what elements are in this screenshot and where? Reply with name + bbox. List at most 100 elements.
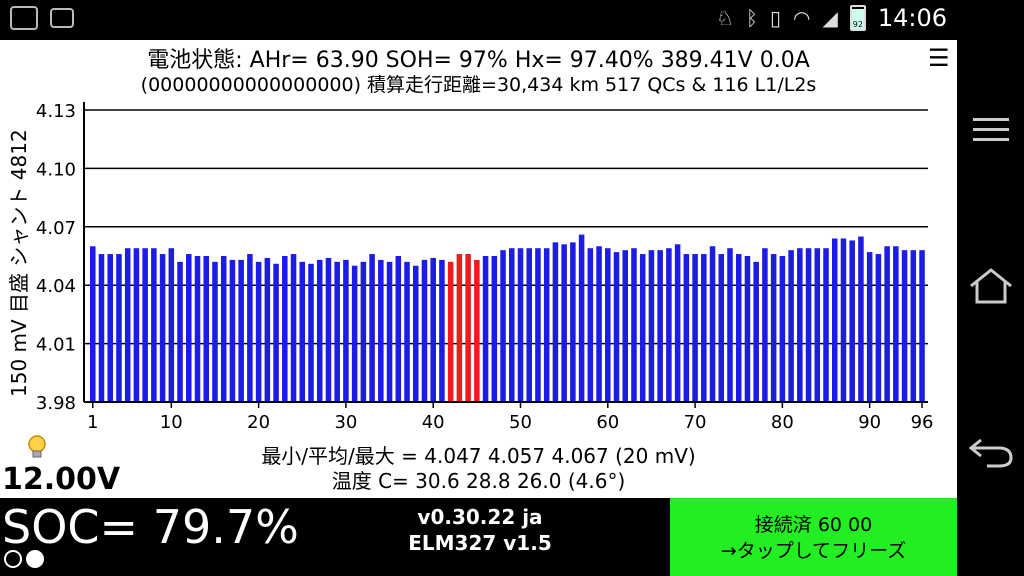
connect-freeze-button[interactable]: 接続済 60 00 →タップしてフリーズ	[670, 498, 957, 576]
cell-bar	[919, 250, 925, 402]
cell-bar	[177, 261, 183, 402]
cell-bar	[570, 242, 576, 402]
cell-bar	[683, 254, 690, 402]
cell-bar	[648, 250, 655, 402]
x-tick-label: 1	[87, 412, 98, 433]
cell-bar	[866, 252, 873, 402]
page-indicator[interactable]	[4, 550, 44, 568]
cell-bar	[447, 261, 454, 402]
cell-bar	[666, 248, 672, 402]
cell-bar	[779, 256, 786, 402]
y-tick-label: 4.04	[36, 276, 76, 297]
y-tick-label: 3.98	[36, 393, 76, 414]
x-tick-label: 96	[911, 412, 934, 433]
nfc-icon: ▯	[769, 6, 781, 30]
cell-voltage-chart: 3.98 4.01 4.04 4.07 4.10 4.13 1 10 20 30 40 50 60 70…	[36, 101, 934, 433]
odometer-line: (00000000000000000) 積算走行距離=30,434 km 517…	[140, 74, 817, 96]
chart-bars	[90, 234, 925, 402]
page-dot-inactive[interactable]	[4, 550, 22, 568]
app-version: v0.30.22 ja	[417, 505, 543, 529]
x-axis-ticks: 1 10 20 30 40 50 60 70 80 90 96	[87, 402, 933, 433]
cell-bar	[212, 261, 218, 402]
temperature-line: 温度 C= 30.6 28.8 26.0 (4.6°)	[331, 469, 626, 493]
battery-status-line: 電池状態: AHr= 63.90 SOH= 97% Hx= 97.40% 389…	[147, 48, 810, 73]
cell-bar	[491, 256, 498, 402]
adapter-version: ELM327 v1.5	[408, 531, 552, 555]
cell-bar	[543, 248, 550, 402]
cell-bar	[561, 244, 567, 402]
cell-bar	[500, 250, 506, 402]
cell-bar	[674, 244, 681, 402]
cell-bar	[526, 248, 532, 402]
cell-bar	[727, 248, 733, 402]
min-avg-max-line: 最小/平均/最大 = 4.047 4.057 4.067 (20 mV)	[261, 444, 696, 468]
cell-bar	[639, 254, 646, 402]
cell-bar	[596, 246, 602, 402]
tap-to-freeze-label: →タップしてフリーズ	[720, 540, 907, 562]
cell-bar	[159, 254, 166, 402]
home-icon[interactable]	[965, 266, 1017, 306]
cell-bar	[814, 248, 821, 402]
notification-icons	[10, 6, 74, 30]
accessibility-icon: ♘	[716, 6, 734, 30]
cell-bar	[116, 254, 122, 402]
battery-level: 92	[852, 20, 863, 29]
cell-bar	[238, 259, 244, 402]
cell-bar	[325, 257, 332, 402]
x-tick-label: 60	[596, 412, 619, 433]
connect-status: 接続済 60 00	[754, 514, 873, 536]
cell-bar	[351, 265, 358, 402]
y-tick-label: 4.10	[36, 159, 76, 180]
cell-bar	[386, 261, 393, 402]
cell-bar	[840, 238, 847, 402]
cell-bar	[552, 242, 559, 402]
cell-bar	[744, 256, 751, 402]
y-tick-label: 4.07	[36, 218, 76, 239]
cell-bar	[797, 248, 803, 402]
cell-bar	[735, 254, 742, 402]
cell-bar	[290, 254, 297, 402]
cell-bar	[517, 248, 524, 402]
cell-bar	[439, 259, 445, 402]
app-notification-icon	[10, 6, 38, 30]
menu-icon[interactable]: ☰	[928, 44, 950, 72]
back-icon[interactable]	[965, 430, 1017, 470]
x-tick-label: 20	[247, 412, 270, 433]
x-tick-label: 40	[422, 412, 445, 433]
cell-bar	[875, 254, 882, 402]
wifi-icon: ◠	[792, 6, 811, 30]
cell-bar	[98, 254, 105, 402]
cell-bar	[701, 254, 707, 402]
cell-bar	[831, 238, 838, 402]
page-dot-active[interactable]	[26, 550, 44, 568]
cell-bar	[194, 256, 201, 402]
system-icons: ♘ ᛒ ▯ ◠ ◢ 92 14:06	[716, 4, 947, 32]
cell-bar	[718, 254, 725, 402]
cell-bar	[308, 263, 314, 402]
cell-bar	[823, 248, 829, 402]
cell-bar	[805, 248, 812, 402]
version-info: v0.30.22 ja ELM327 v1.5	[390, 504, 570, 556]
cell-bar	[133, 248, 140, 402]
cell-bar	[282, 256, 288, 402]
cell-bar	[369, 254, 375, 402]
cell-bar	[631, 248, 637, 402]
cell-bar	[90, 246, 96, 402]
x-tick-label: 30	[334, 412, 357, 433]
lightbulb-icon[interactable]	[26, 434, 48, 462]
cell-bar	[264, 257, 271, 402]
y-tick-label: 4.13	[36, 101, 76, 122]
menu-icon[interactable]	[965, 112, 1017, 148]
cell-bar	[220, 256, 227, 402]
cell-bar	[430, 257, 436, 402]
cell-bar	[613, 252, 620, 402]
cell-bar	[299, 261, 306, 402]
main-panel[interactable]: 電池状態: AHr= 63.90 SOH= 97% Hx= 97.40% 389…	[0, 40, 957, 498]
cell-bar	[316, 259, 323, 402]
y-tick-label: 4.01	[36, 335, 76, 356]
y-axis-ticks: 3.98 4.01 4.04 4.07 4.10 4.13	[36, 101, 76, 414]
image-notification-icon	[50, 8, 74, 28]
cell-bar	[378, 259, 384, 402]
x-tick-label: 70	[684, 412, 707, 433]
x-tick-label: 90	[858, 412, 881, 433]
